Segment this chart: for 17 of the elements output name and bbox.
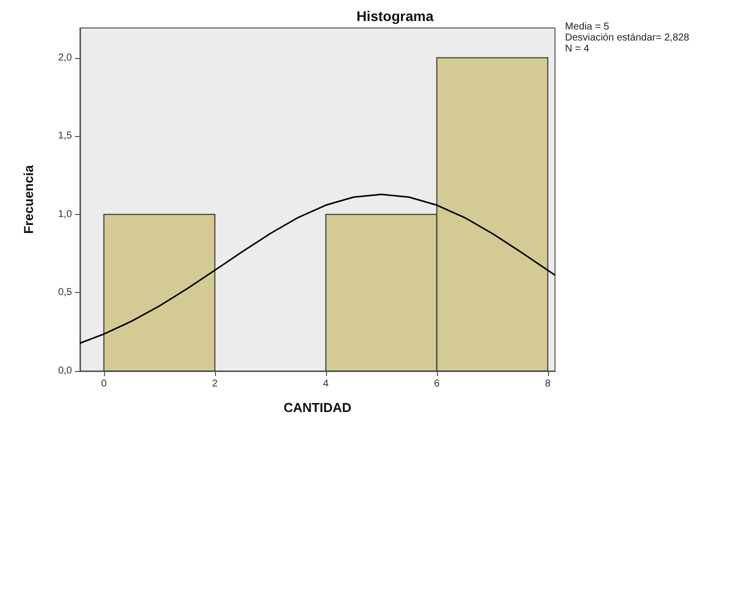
x-tick-label: 4 — [323, 378, 330, 390]
text: Desviación estándar= 2,828 — [565, 32, 690, 44]
x-axis-title: CANTIDAD — [284, 400, 352, 415]
text: N = 4 — [565, 44, 590, 54]
y-tick-label: 1,5 — [58, 130, 72, 142]
y-tick-label: 1,0 — [58, 208, 72, 220]
x-tick-label: 6 — [434, 378, 440, 390]
x-tick-label: 8 — [545, 378, 552, 390]
chart-title: Histograma — [356, 8, 434, 24]
y-tick-label: 0,5 — [58, 287, 72, 298]
y-axis-title: Frecuencia — [21, 164, 36, 234]
x-tick-label: 2 — [212, 378, 218, 390]
x-tick-label: 0 — [101, 378, 108, 390]
text: Media = 5 — [565, 22, 610, 32]
y-tick-label: 2,0 — [58, 52, 72, 64]
line-series — [79, 194, 556, 344]
y-tick-label: 0,0 — [58, 366, 72, 376]
